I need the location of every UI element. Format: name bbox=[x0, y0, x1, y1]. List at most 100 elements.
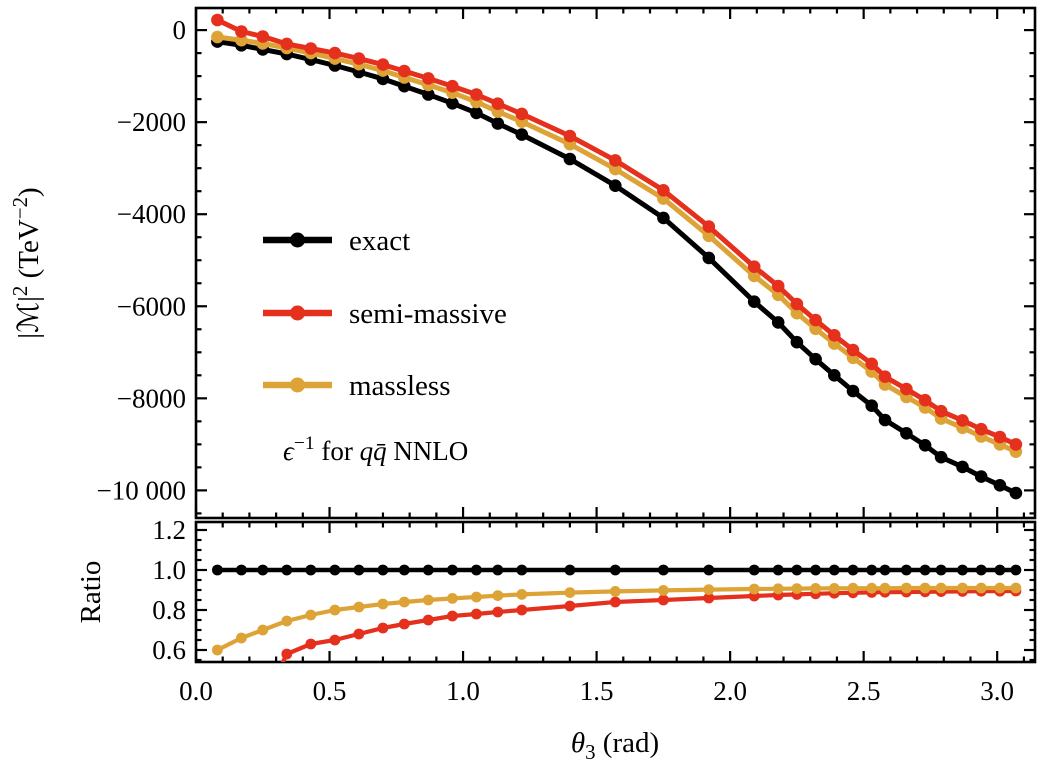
data-point-marker bbox=[934, 450, 948, 464]
data-point-marker bbox=[422, 564, 434, 576]
data-point-marker bbox=[377, 564, 389, 576]
data-point-marker bbox=[702, 251, 716, 265]
data-point-marker bbox=[236, 632, 247, 644]
main-y-tick-label: −2000 bbox=[117, 107, 186, 137]
data-point-marker bbox=[879, 582, 891, 594]
label-part: |ℳ| bbox=[13, 296, 45, 339]
data-point-marker bbox=[515, 107, 529, 121]
data-point-marker bbox=[422, 594, 434, 606]
data-point-marker bbox=[211, 30, 224, 44]
data-point-marker bbox=[609, 179, 622, 192]
data-point-marker bbox=[563, 129, 577, 143]
main-y-tick-label: −6000 bbox=[117, 291, 186, 321]
data-point-marker bbox=[491, 117, 505, 130]
data-point-marker bbox=[304, 42, 318, 55]
data-point-marker bbox=[422, 72, 435, 85]
main-y-tick-label: −10 000 bbox=[97, 475, 186, 505]
data-point-marker bbox=[305, 609, 317, 621]
data-point-marker bbox=[993, 430, 1007, 444]
data-point-marker bbox=[974, 470, 988, 483]
data-point-marker bbox=[492, 590, 504, 601]
label-part: ϵ bbox=[283, 436, 295, 466]
data-point-marker bbox=[609, 154, 622, 167]
data-point-marker bbox=[772, 564, 784, 576]
data-point-marker bbox=[658, 594, 669, 606]
x-tick-label: 1.5 bbox=[580, 676, 614, 706]
data-point-marker bbox=[353, 564, 365, 576]
data-point-marker bbox=[422, 614, 434, 626]
data-point-marker bbox=[878, 370, 892, 384]
data-point-marker bbox=[956, 414, 969, 427]
label-part: for bbox=[315, 436, 360, 466]
data-point-marker bbox=[447, 564, 458, 576]
data-point-marker bbox=[702, 220, 716, 233]
data-point-marker bbox=[935, 564, 947, 576]
data-point-marker bbox=[398, 64, 411, 78]
data-point-marker bbox=[491, 97, 505, 110]
main-plot-frame bbox=[194, 6, 1037, 520]
ratio-y-axis-title: Ratio bbox=[75, 561, 107, 624]
ratio-y-tick-label: 0.8 bbox=[152, 595, 186, 625]
data-point-marker bbox=[281, 564, 293, 576]
series-line bbox=[214, 17, 1019, 447]
ratio-y-tick-label: 1.2 bbox=[152, 515, 186, 545]
data-point-marker bbox=[934, 404, 948, 418]
data-point-marker bbox=[257, 564, 269, 576]
legend-marker-dot bbox=[290, 232, 305, 248]
data-point-marker bbox=[847, 582, 859, 594]
data-point-marker bbox=[609, 564, 621, 576]
data-point-marker bbox=[377, 598, 389, 610]
x-tick-label: 0.0 bbox=[179, 676, 213, 706]
data-point-marker bbox=[398, 79, 411, 93]
data-point-marker bbox=[974, 422, 988, 436]
series-massless-ratio bbox=[212, 582, 1022, 656]
data-point-marker bbox=[516, 604, 528, 616]
data-point-marker bbox=[901, 564, 912, 576]
data-point-marker bbox=[809, 313, 822, 327]
data-point-marker bbox=[564, 600, 576, 612]
data-point-marker bbox=[994, 564, 1006, 576]
data-point-marker bbox=[353, 628, 365, 640]
data-point-marker bbox=[352, 52, 366, 65]
data-point-marker bbox=[471, 591, 482, 603]
data-point-marker bbox=[564, 587, 576, 598]
data-point-marker bbox=[994, 582, 1006, 594]
x-tick-label: 3.0 bbox=[980, 676, 1014, 706]
data-point-marker bbox=[376, 58, 390, 71]
data-point-marker bbox=[901, 582, 912, 594]
data-point-marker bbox=[447, 610, 458, 622]
data-point-marker bbox=[809, 352, 822, 366]
data-point-marker bbox=[747, 295, 761, 309]
data-point-marker bbox=[658, 585, 669, 596]
data-point-marker bbox=[1010, 582, 1022, 594]
label-part: 3 bbox=[585, 740, 595, 764]
data-point-marker bbox=[828, 329, 841, 342]
label-part: ) bbox=[13, 187, 45, 197]
data-point-marker bbox=[1009, 438, 1023, 451]
data-point-marker bbox=[609, 596, 621, 608]
data-point-marker bbox=[790, 306, 804, 320]
main-y-axis-title: |ℳ|2 (TeV−2) bbox=[8, 187, 45, 338]
label-part: q bbox=[360, 436, 374, 466]
series-massless-main bbox=[211, 30, 1023, 459]
data-point-marker bbox=[235, 25, 248, 38]
legend-marker-dot bbox=[290, 377, 305, 393]
data-point-marker bbox=[471, 608, 482, 620]
data-point-marker bbox=[828, 564, 840, 576]
data-point-marker bbox=[846, 343, 860, 357]
data-point-marker bbox=[305, 638, 317, 650]
ratio-y-tick-label: 0.6 bbox=[152, 635, 186, 665]
data-point-marker bbox=[918, 439, 932, 452]
data-point-marker bbox=[865, 399, 878, 413]
label-part: −2 bbox=[8, 197, 32, 219]
data-point-marker bbox=[211, 13, 224, 27]
label-part: NNLO bbox=[387, 436, 469, 466]
data-point-marker bbox=[771, 316, 785, 329]
data-point-marker bbox=[236, 747, 247, 758]
data-point-marker bbox=[847, 564, 859, 576]
data-point-marker bbox=[1009, 486, 1023, 500]
series-exact-main bbox=[211, 35, 1023, 500]
data-point-marker bbox=[828, 369, 841, 382]
